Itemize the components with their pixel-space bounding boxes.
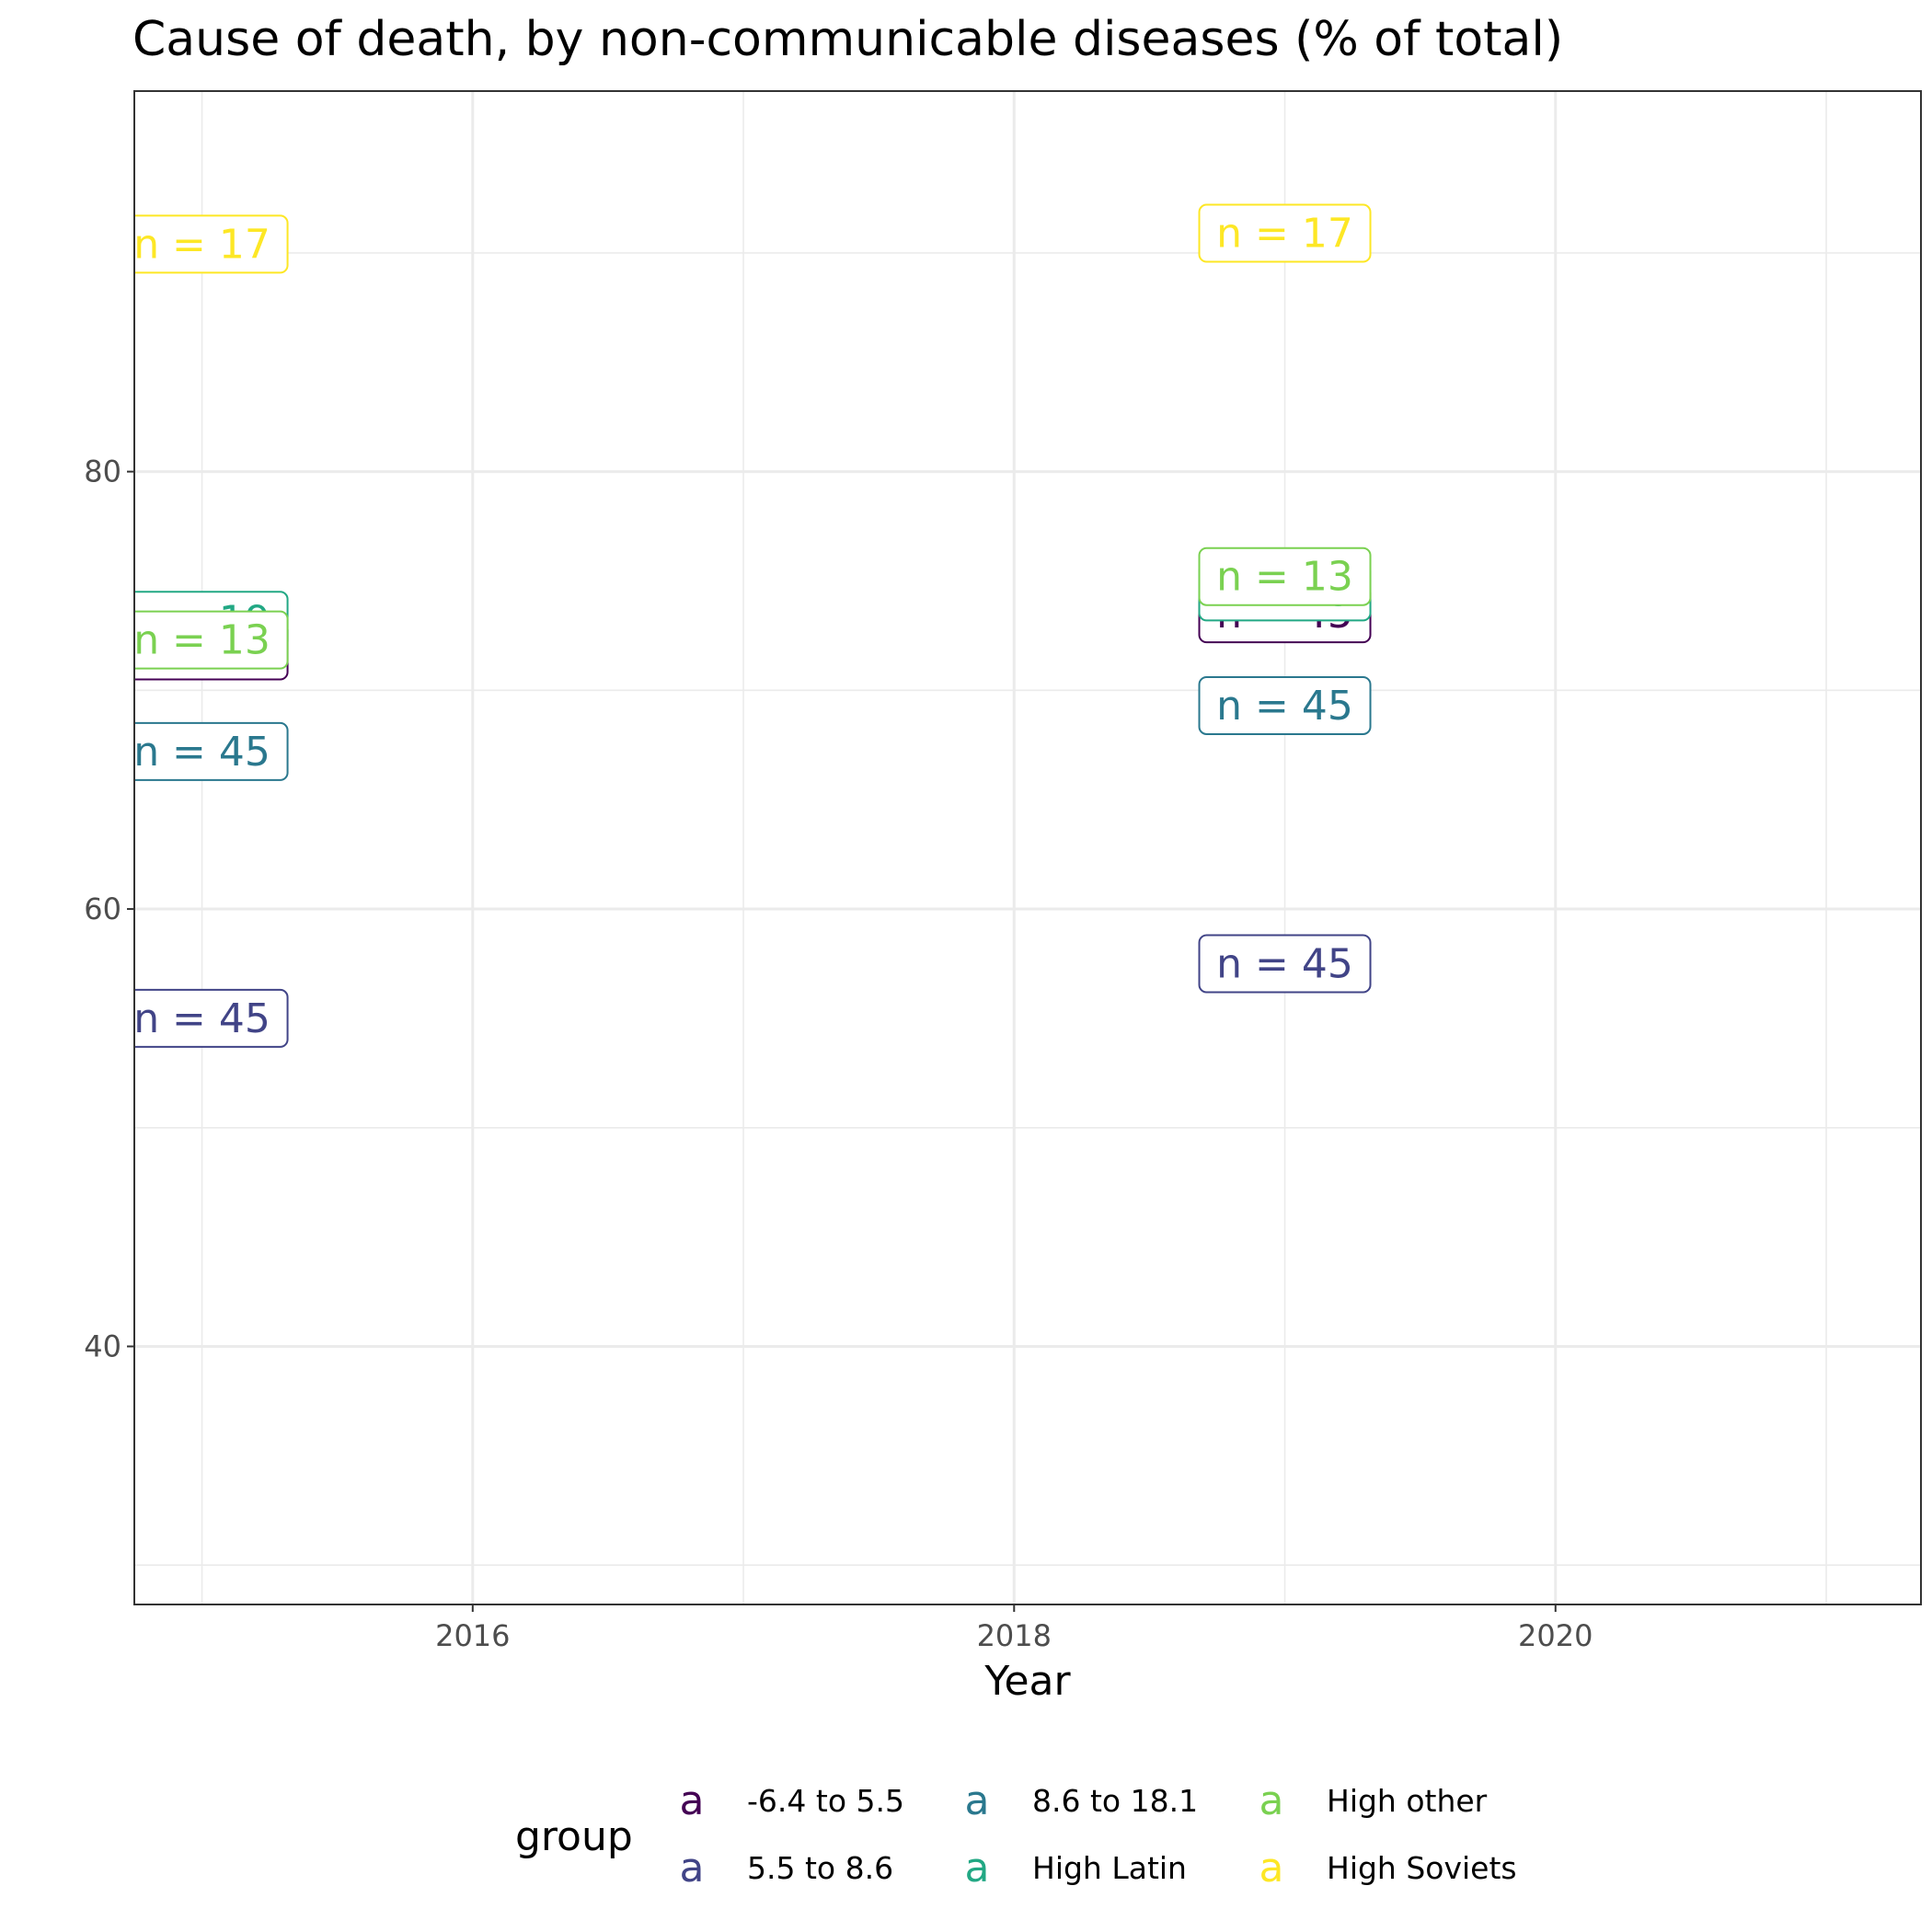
data-label-2-1: n = 45 — [1198, 675, 1372, 735]
legend-key-glyph: a — [1259, 1777, 1284, 1824]
y-tick-label: 40 — [84, 1328, 121, 1363]
legend-item: a High other — [1259, 1777, 1488, 1824]
axis-ticks: 2016 2018 2020 40 60 80 — [84, 454, 1593, 1653]
legend-key-glyph: a — [680, 1845, 705, 1892]
data-label-box — [1198, 203, 1372, 263]
legend-item: a -6.4 to 5.5 — [680, 1777, 904, 1824]
data-label-text: n = 17 — [133, 221, 270, 268]
data-label-box — [134, 214, 289, 274]
legend-item: a High Soviets — [1259, 1845, 1517, 1892]
data-label-5-0: n = 17 — [133, 214, 289, 274]
legend-key-glyph: a — [680, 1777, 705, 1824]
data-label-2-0: n = 45 — [133, 721, 289, 781]
data-label-4-1: n = 13 — [1198, 546, 1372, 606]
x-tick-label: 2018 — [977, 1618, 1052, 1653]
legend-item: a High Latin — [965, 1845, 1187, 1892]
data-label-text: n = 13 — [133, 617, 270, 664]
legend-label: High other — [1327, 1783, 1488, 1819]
legend-key-glyph: a — [965, 1777, 990, 1824]
data-label-text: n = 13 — [1216, 554, 1353, 601]
data-labels: n = 45n = 45n = 45n = 45n = 45n = 45n = … — [133, 203, 1372, 1048]
major-gridlines — [134, 91, 1921, 1604]
x-tick-label: 2016 — [435, 1618, 510, 1653]
plot-background — [134, 91, 1921, 1604]
data-label-5-1: n = 17 — [1198, 203, 1372, 263]
data-label-1-1: n = 45 — [1198, 934, 1372, 994]
legend-key-glyph: a — [1259, 1845, 1284, 1892]
data-label-box — [1198, 934, 1372, 994]
y-tick-label: 60 — [84, 891, 121, 926]
minor-gridlines — [134, 91, 1921, 1604]
data-label-box — [1198, 546, 1372, 606]
legend-item: a 5.5 to 8.6 — [680, 1845, 894, 1892]
data-label-box — [134, 988, 289, 1048]
data-label-text: n = 45 — [1216, 940, 1353, 987]
data-label-box — [134, 610, 289, 670]
data-label-text: n = 17 — [1216, 211, 1353, 258]
label-layer: n = 45n = 45n = 45n = 45n = 45n = 45n = … — [133, 203, 1372, 1048]
legend: group a -6.4 to 5.5 a 5.5 to 8.6 a 8.6 to 18.… — [515, 1777, 1517, 1892]
legend-title: group — [515, 1813, 633, 1860]
data-label-box — [1198, 675, 1372, 735]
legend-label: -6.4 to 5.5 — [747, 1783, 904, 1819]
legend-label: 8.6 to 18.1 — [1032, 1783, 1198, 1819]
data-label-1-0: n = 45 — [133, 988, 289, 1048]
legend-label: 5.5 to 8.6 — [747, 1850, 893, 1886]
x-tick-label: 2020 — [1518, 1618, 1593, 1653]
chart-title: Cause of death, by non-communicable dise… — [132, 12, 1563, 67]
data-label-4-0: n = 13 — [133, 610, 289, 670]
data-label-text: n = 45 — [133, 729, 270, 776]
y-tick-label: 80 — [84, 454, 121, 489]
data-label-text: n = 45 — [1216, 683, 1353, 730]
data-label-text: n = 45 — [133, 995, 270, 1042]
data-label-box — [134, 721, 289, 781]
legend-label: High Soviets — [1327, 1850, 1517, 1886]
legend-key-glyph: a — [965, 1845, 990, 1892]
legend-label: High Latin — [1032, 1850, 1187, 1886]
x-axis-title: Year — [983, 1658, 1071, 1705]
plot-border — [133, 90, 1922, 1605]
legend-item: a 8.6 to 18.1 — [965, 1777, 1199, 1824]
